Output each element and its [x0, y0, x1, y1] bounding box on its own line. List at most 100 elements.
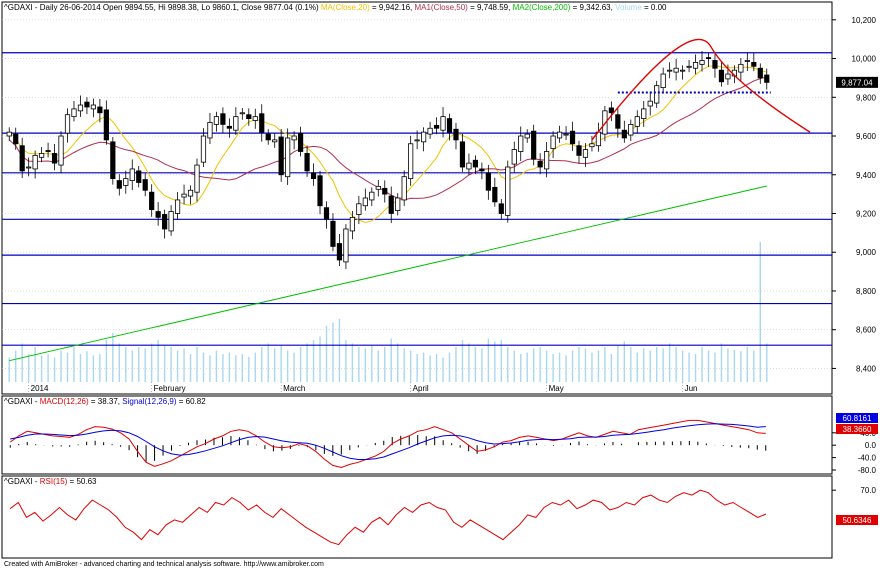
volume-bar [280, 345, 282, 382]
price-tick-label: 9,200 [856, 209, 877, 218]
volume-bar [681, 350, 684, 382]
candle-up [6, 131, 12, 137]
volume-bar [597, 350, 600, 382]
volume-bar [105, 340, 108, 382]
volume-bar [312, 340, 315, 382]
rsi-badge: 50.6346 [836, 515, 878, 525]
volume-bar [138, 347, 140, 382]
ma50-label: MA1(Close,50) [414, 3, 468, 12]
volume-bar [429, 355, 431, 382]
volume-bar [131, 350, 133, 382]
candle-up [26, 166, 32, 169]
candle-up [725, 73, 731, 80]
signal-badge-text: 38.3660 [843, 425, 872, 434]
volume-bar [338, 319, 341, 382]
rsi-line [9, 489, 767, 546]
volume-bar [364, 348, 367, 382]
ma200-value: = 9,342.63, [570, 3, 612, 12]
candle-down [51, 153, 58, 164]
volume-bar [345, 340, 347, 382]
ma50-value: = 9,748.59, [468, 3, 510, 12]
price-tick-label: 9,400 [856, 171, 877, 180]
candle-up [64, 114, 71, 134]
volume-bar [40, 355, 43, 382]
rsi-header: ^GDAXI - RSI(15) = 50.63 [4, 477, 97, 486]
date-tick-label: April [413, 384, 429, 393]
candle-up [194, 164, 200, 193]
volume-bar [630, 347, 632, 382]
candle-down [492, 186, 498, 203]
macd-label: MACD(12,26) [40, 397, 89, 406]
price-tick-label: 8,400 [856, 364, 877, 373]
candle-up [39, 153, 45, 158]
date-axis: 2014 February March April May Jun [28, 382, 697, 394]
volume-bar [235, 355, 237, 382]
candle-up [667, 69, 673, 72]
candle-down [246, 114, 252, 119]
volume-bar [118, 343, 121, 382]
candle-down [323, 207, 330, 220]
rounding-top-arc [591, 38, 811, 141]
candle-up [641, 108, 647, 119]
candle-up [686, 65, 692, 68]
price-tick-label: 8,800 [856, 287, 877, 296]
macd-tick-label: -40.0 [858, 454, 877, 463]
volume-bar [461, 340, 464, 382]
volume-bar [254, 352, 256, 382]
volume-bars [8, 242, 768, 382]
volume-bar [539, 347, 541, 382]
candle-up [71, 108, 77, 118]
candle-up [544, 151, 550, 170]
volume-bar [707, 350, 710, 382]
volume-bar [299, 347, 302, 382]
candle-down [537, 160, 543, 168]
volume-bar [759, 242, 761, 382]
volume-bar [371, 345, 373, 382]
volume-bar [733, 349, 736, 382]
volume-bar [643, 348, 645, 382]
signal-value: = 60.82 [177, 397, 207, 406]
macd-layer: 40.00.0-40.0-80.0 [9, 419, 877, 475]
candle-up [699, 60, 705, 65]
volume-bar [261, 347, 263, 382]
candle-down [388, 195, 394, 214]
candle-down [453, 128, 459, 141]
macd-tick-label: -80.0 [858, 466, 877, 475]
volume-bar [325, 326, 328, 382]
volume-bar [565, 355, 567, 382]
volume-bar [558, 352, 561, 382]
volume-bar [662, 348, 664, 382]
volume-bar [571, 350, 574, 382]
price-header: ^GDAXI - Daily 26-06-2014 Open 9894.55, … [4, 3, 667, 12]
volume-bar [222, 354, 224, 382]
macd-line [9, 419, 766, 469]
volume-bar [286, 350, 289, 382]
volume-bar [209, 355, 211, 382]
volume-bar [617, 345, 619, 382]
candle-down [531, 130, 537, 160]
candle-down [19, 145, 25, 172]
volume-bar [694, 354, 697, 382]
candle-down [220, 113, 226, 125]
volume-bar [170, 347, 172, 382]
candle-down [278, 136, 284, 176]
volume-bar [526, 352, 528, 382]
volume-bar [183, 348, 185, 382]
candle-up [272, 139, 278, 143]
candle-up [589, 143, 595, 148]
volume-bar [474, 347, 477, 382]
volume-bar [47, 354, 49, 382]
candle-down [136, 170, 142, 183]
price-grid [2, 19, 832, 369]
volume-bar [403, 348, 405, 382]
candle-up [408, 143, 414, 180]
price-tick-label: 8,600 [856, 326, 877, 335]
candle-up [466, 162, 472, 170]
volume-bar [513, 350, 515, 382]
volume-bar [500, 340, 503, 382]
volume-bar [416, 354, 418, 382]
volume-bar [532, 348, 535, 382]
candle-up [414, 139, 420, 142]
candle-down [103, 109, 109, 141]
volume-bar [766, 343, 768, 382]
